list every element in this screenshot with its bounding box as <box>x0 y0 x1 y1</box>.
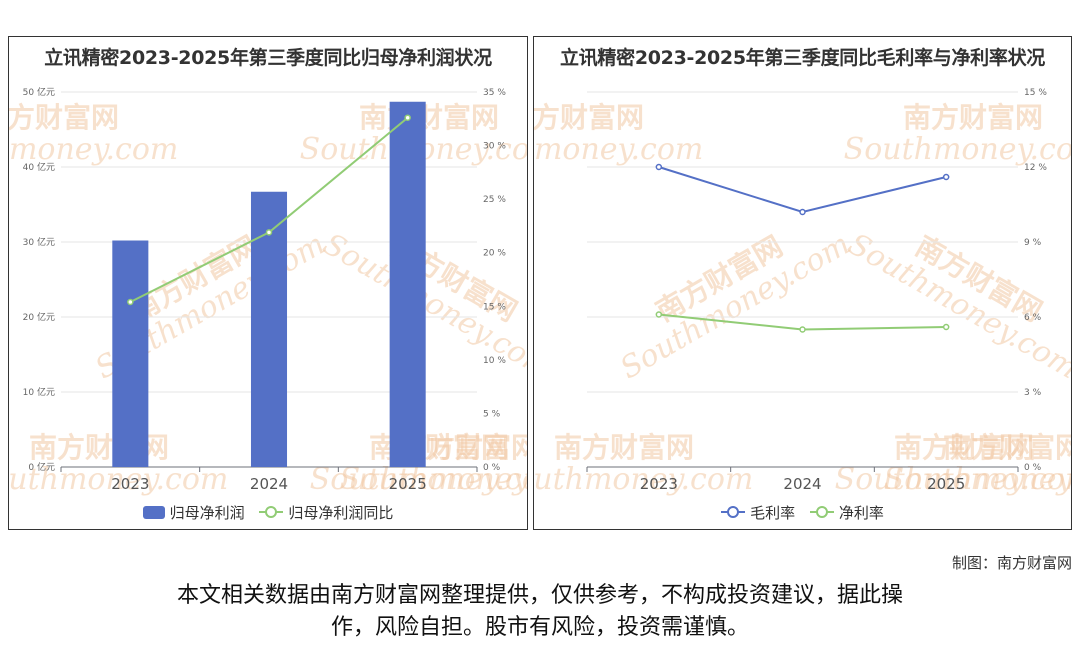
watermark-en: Southmoney.com <box>310 462 528 497</box>
margin-chart-panel: 南方财富网Southmoney.com南方财富网Southmoney.com南方… <box>533 36 1072 530</box>
y-right-tick-label: 15 % <box>483 302 506 312</box>
data-point <box>799 208 806 216</box>
watermark-en: Southmoney.com <box>534 132 703 167</box>
x-tick-label: 2024 <box>250 475 288 493</box>
legend-label: 毛利率 <box>750 503 796 522</box>
disclaimer-line: 作，风险自担。股市有风险，投资需谨慎。 <box>330 615 749 640</box>
y-right-tick-label: 20 % <box>483 249 506 259</box>
disclaimer: 本文相关数据由南方财富网整理提供，仅供参考，不构成投资建议，据此操 作，风险自担… <box>0 580 1080 644</box>
y-right-tick-label: 9 % <box>1024 238 1042 248</box>
y-left-tick-label: 40 亿元 <box>23 161 55 173</box>
data-point <box>127 298 134 306</box>
bar <box>112 240 149 467</box>
y-right-tick-label: 35 % <box>483 88 506 98</box>
watermark-cn: 南方财富网 <box>943 431 1072 464</box>
legend-swatch-line <box>721 506 746 518</box>
chart-legend: 毛利率 净利率 <box>534 502 1071 524</box>
chart-legend: 归母净利润 归母净利润同比 <box>9 502 527 524</box>
watermark-en: Southmoney.com <box>884 462 1072 497</box>
watermark-cn: 南方财富网 <box>9 101 119 134</box>
watermark-cn: 南方财富网 <box>894 431 1034 464</box>
y-right-tick-label: 30 % <box>483 142 506 152</box>
data-point <box>404 114 411 121</box>
x-tick-label: 2023 <box>640 475 678 493</box>
data-point <box>942 173 950 181</box>
x-tick-label: 2024 <box>783 475 821 493</box>
legend-swatch-line <box>809 506 834 518</box>
legend-item-net-profit[interactable]: 归母净利润 <box>142 502 245 523</box>
legend-item-gross-margin[interactable]: 毛利率 <box>721 502 795 523</box>
watermark-cn: 南方财富网 <box>534 101 644 134</box>
legend-item-net-profit-yoy[interactable]: 归母净利润同比 <box>259 502 393 523</box>
watermark-en: Southmoney.com <box>340 462 528 497</box>
data-point <box>655 163 663 171</box>
series-line <box>658 166 947 214</box>
x-tick-label: 2023 <box>111 475 149 493</box>
y-right-tick-label: 6 % <box>1024 313 1042 323</box>
watermark-cn: 南方财富网 <box>554 431 694 464</box>
data-point <box>265 229 273 236</box>
watermark-cn: 南方财富网 <box>359 101 499 134</box>
chart-title: 立讯精密2023-2025年第三季度同比毛利率与净利率状况 <box>560 47 1045 69</box>
net-profit-chart: 南方财富网Southmoney.com南方财富网Southmoney.com南方… <box>9 86 528 497</box>
y-left-tick-label: 10 亿元 <box>23 386 55 398</box>
chart-title: 立讯精密2023-2025年第三季度同比归母净利润状况 <box>44 47 492 69</box>
chart-credit: 制图：南方财富网 <box>951 554 1072 572</box>
watermark-cn: 南方财富网 <box>903 101 1043 134</box>
y-left-tick-label: 20 亿元 <box>23 311 55 323</box>
x-tick-label: 2025 <box>927 475 965 493</box>
y-right-tick-label: 0 % <box>483 463 501 473</box>
legend-label: 净利率 <box>838 503 884 522</box>
margin-chart: 南方财富网Southmoney.com南方财富网Southmoney.com南方… <box>534 88 1072 497</box>
data-point <box>942 323 950 331</box>
legend-swatch-bar <box>142 506 165 519</box>
y-left-tick-label: 30 亿元 <box>23 236 55 248</box>
watermark-en: Southmoney.com <box>9 462 228 497</box>
y-right-tick-label: 25 % <box>483 195 506 205</box>
y-right-tick-label: 3 % <box>1024 388 1042 398</box>
data-point <box>799 326 806 333</box>
watermark-en: Southmoney.com <box>534 462 753 497</box>
legend-swatch-line <box>259 506 284 518</box>
watermark-en: Southmoney.com <box>844 132 1072 167</box>
legend-item-net-margin[interactable]: 净利率 <box>809 502 884 523</box>
x-tick-label: 2025 <box>389 475 427 493</box>
y-right-tick-label: 10 % <box>483 356 506 366</box>
y-left-tick-label: 50 亿元 <box>23 86 55 98</box>
net-profit-chart-panel: 南方财富网Southmoney.com南方财富网Southmoney.com南方… <box>8 36 528 530</box>
y-right-tick-label: 0 % <box>1024 463 1042 473</box>
disclaimer-line: 本文相关数据由南方财富网整理提供，仅供参考，不构成投资建议，据此操 <box>176 583 903 608</box>
y-right-tick-label: 5 % <box>483 409 501 419</box>
legend-label: 归母净利润 <box>169 504 245 522</box>
legend-label: 归母净利润同比 <box>288 503 394 522</box>
y-right-tick-label: 12 % <box>1024 163 1047 173</box>
bar <box>389 101 426 467</box>
watermark-en: Southmoney.com <box>9 132 178 167</box>
y-right-tick-label: 15 % <box>1024 88 1047 98</box>
data-point <box>655 311 663 318</box>
y-left-tick-label: 0 亿元 <box>28 461 55 473</box>
